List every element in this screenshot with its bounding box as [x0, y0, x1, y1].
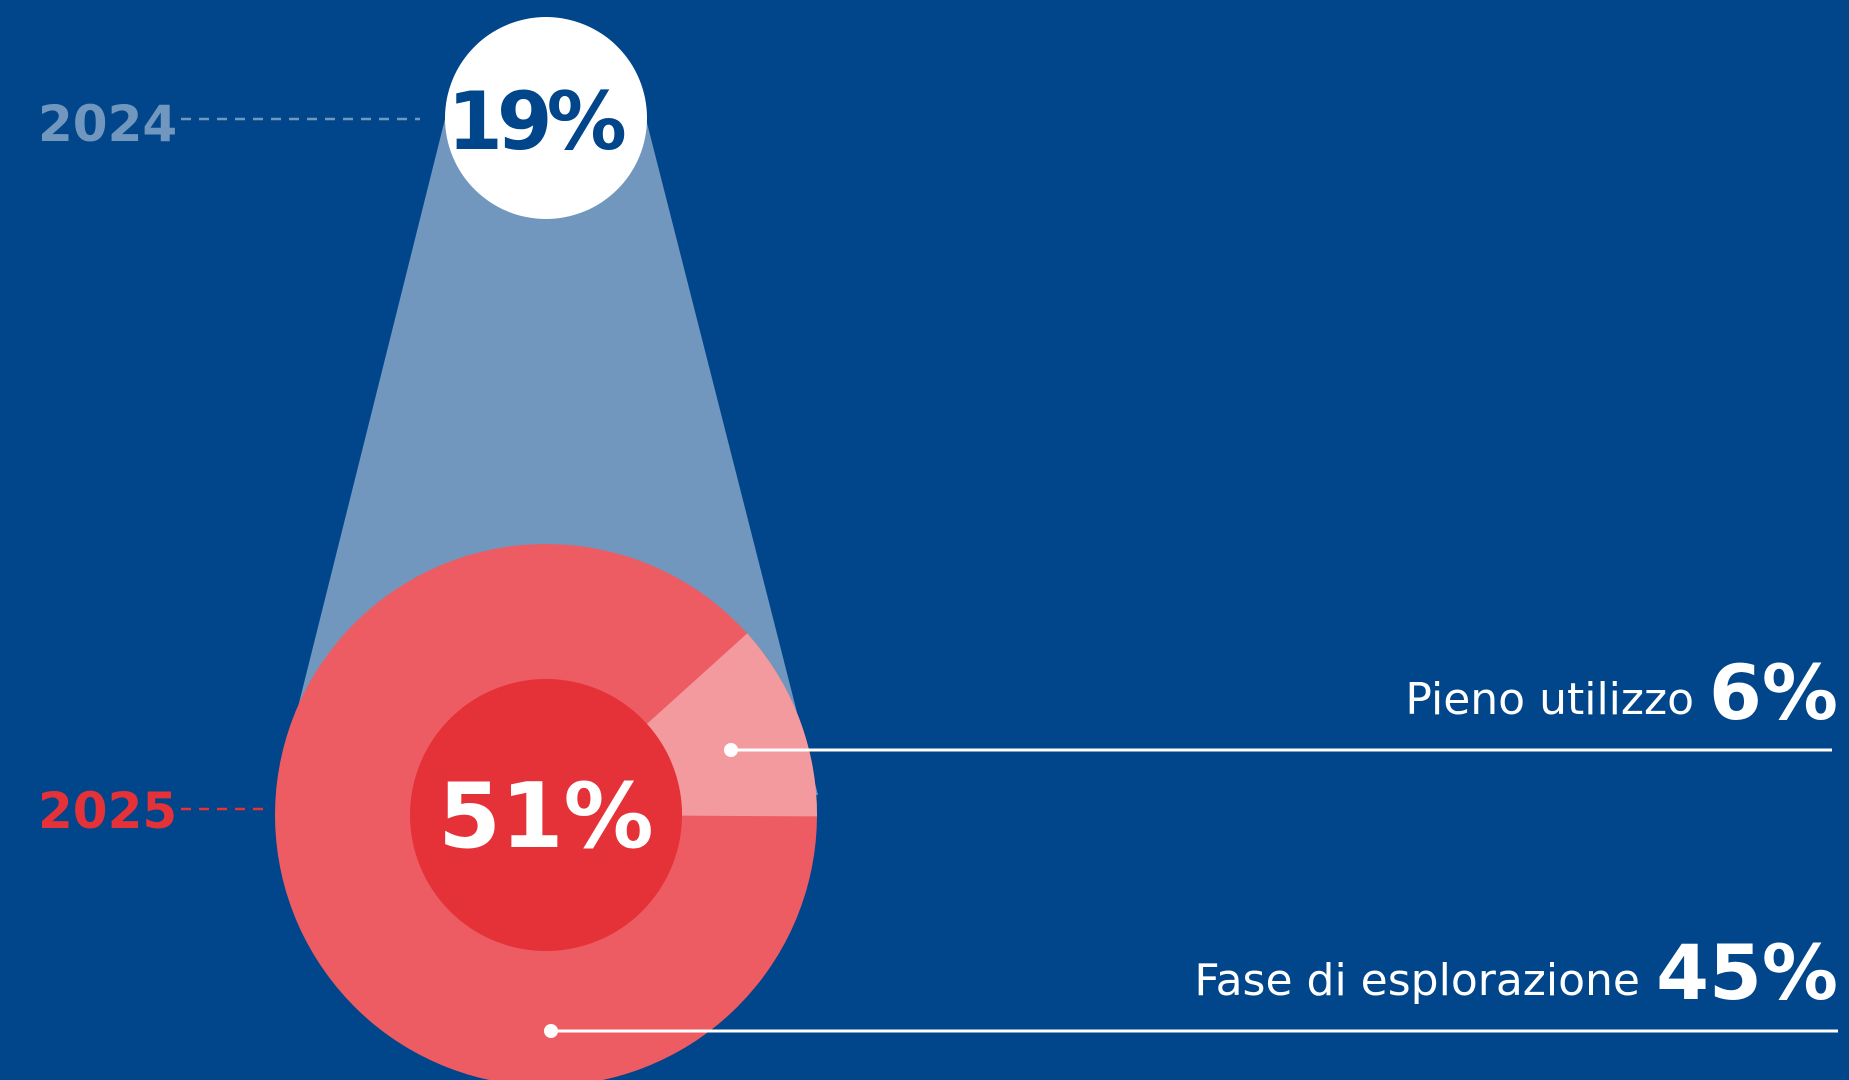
value-fase-di-esplorazione: 45% — [1656, 928, 1838, 1017]
label-fase-di-esplorazione: Fase di esplorazione — [1194, 955, 1640, 1006]
value-pieno-utilizzo: 6% — [1709, 648, 1838, 737]
label-pieno-utilizzo: Pieno utilizzo — [1405, 674, 1694, 725]
leader-dot-fase-di-esplorazione — [544, 1024, 558, 1038]
donut-core-2025 — [410, 679, 682, 951]
slice-pieno-utilizzo — [646, 633, 817, 817]
year-label-2025: 2025 — [38, 782, 177, 840]
total-2024-label: 19% — [447, 75, 624, 168]
year-label-2024: 2024 — [38, 95, 177, 153]
bubble-2024 — [445, 17, 647, 219]
leader-dot-pieno-utilizzo — [724, 743, 738, 757]
total-2025-label: 51% — [438, 764, 653, 869]
